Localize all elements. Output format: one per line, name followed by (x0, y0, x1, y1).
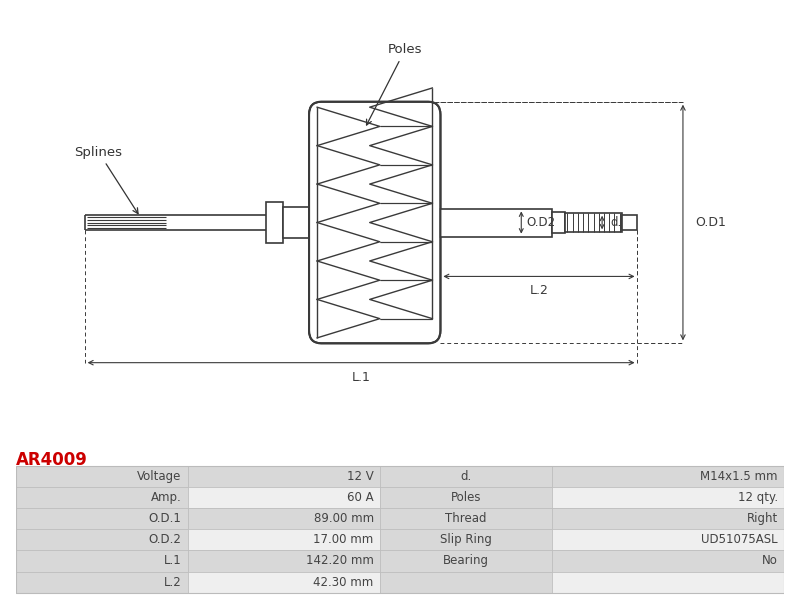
Bar (16, 487, 188, 508)
Text: UD51075ASL: UD51075ASL (702, 533, 778, 546)
Bar (551, 508, 784, 529)
Text: Voltage: Voltage (138, 470, 182, 483)
Bar (380, 572, 551, 593)
Text: d.: d. (610, 216, 622, 229)
Text: Splines: Splines (74, 146, 138, 214)
Text: Poles: Poles (366, 43, 422, 125)
Bar (380, 529, 551, 550)
Text: d.: d. (460, 470, 471, 483)
Bar (380, 466, 551, 487)
Bar (565, 213, 622, 232)
Bar (380, 508, 551, 529)
Text: 12 V: 12 V (347, 470, 374, 483)
Text: 60 A: 60 A (347, 491, 374, 504)
Text: O.D1: O.D1 (695, 216, 726, 229)
Bar (551, 487, 784, 508)
Bar (16, 466, 188, 487)
Bar (380, 550, 551, 572)
Bar (551, 466, 784, 487)
Bar (188, 466, 380, 487)
Text: 12 qty.: 12 qty. (738, 491, 778, 504)
Text: O.D2: O.D2 (526, 216, 555, 229)
Bar (441, 208, 551, 237)
Bar (282, 208, 309, 238)
Text: L.1: L.1 (164, 554, 182, 567)
Text: No: No (762, 554, 778, 567)
Bar (551, 572, 784, 593)
Text: 42.30 mm: 42.30 mm (314, 575, 374, 589)
Bar (188, 529, 380, 550)
Text: L.1: L.1 (352, 371, 370, 384)
Bar (188, 487, 380, 508)
Bar (188, 508, 380, 529)
Bar (188, 550, 380, 572)
Text: Right: Right (746, 512, 778, 525)
Text: Thread: Thread (445, 512, 486, 525)
Text: AR4009: AR4009 (16, 450, 88, 469)
Text: Poles: Poles (450, 491, 481, 504)
Bar (16, 529, 188, 550)
Text: O.D.1: O.D.1 (149, 512, 182, 525)
Bar (551, 550, 784, 572)
Text: L.2: L.2 (164, 575, 182, 589)
Bar (188, 572, 380, 593)
Text: O.D.2: O.D.2 (149, 533, 182, 546)
Text: M14x1.5 mm: M14x1.5 mm (701, 470, 778, 483)
Text: 17.00 mm: 17.00 mm (314, 533, 374, 546)
Text: Amp.: Amp. (151, 491, 182, 504)
Text: Bearing: Bearing (442, 554, 489, 567)
Bar (266, 202, 282, 243)
Bar (16, 466, 784, 593)
Text: 89.00 mm: 89.00 mm (314, 512, 374, 525)
Text: L.2: L.2 (530, 284, 548, 297)
FancyBboxPatch shape (309, 102, 441, 343)
Bar (16, 572, 188, 593)
Text: 142.20 mm: 142.20 mm (306, 554, 374, 567)
Bar (551, 212, 565, 233)
Bar (622, 215, 638, 230)
Bar (551, 529, 784, 550)
Bar (16, 550, 188, 572)
Text: Slip Ring: Slip Ring (440, 533, 492, 546)
Bar (380, 487, 551, 508)
Bar (16, 508, 188, 529)
FancyBboxPatch shape (310, 103, 439, 342)
